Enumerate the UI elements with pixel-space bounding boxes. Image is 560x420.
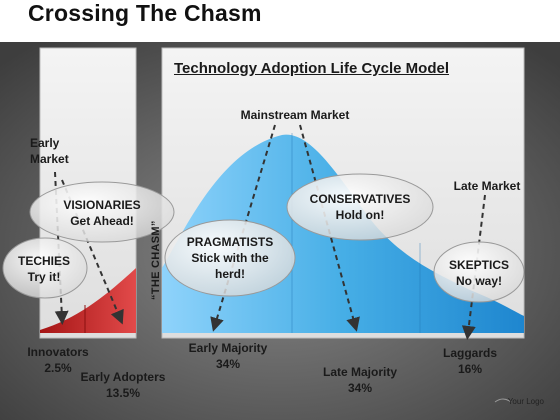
bubble-techies-shape [2,237,88,299]
bubble-skeptics-shape [433,241,525,303]
bubble-conservatives-shape [286,173,434,241]
segment-early-adopters: Early Adopters 13.5% [80,370,166,400]
chart-title: Technology Adoption Life Cycle Model [174,60,450,77]
bubble-conservatives: CONSERVATIVES Hold on! [309,192,411,222]
slide-title: Crossing The Chasm [28,0,262,26]
bubble-visionaries-shape [29,181,175,243]
title-band [0,0,560,42]
segment-innovators: Innovators 2.5% [27,345,89,375]
logo-mark [494,398,512,403]
bubble-visionaries: VISIONARIES Get Ahead! [63,198,141,228]
segment-late-majority: Late Majority 34% [322,365,398,395]
label-late-market: Late Market [453,179,521,193]
arrow-early-adopters [61,179,124,325]
bubble-pragmatists: PRAGMATISTS Stick with the herd! [186,235,274,281]
bubble-pragmatists-shape [164,219,296,297]
label-the-chasm: “THE CHASM” [150,220,162,300]
logo-text: Your Logo [507,397,544,406]
bubble-skeptics: SKEPTICS No way! [448,258,510,288]
segment-early-majority: Early Majority 34% [188,341,268,371]
segment-laggards: Laggards 16% [442,346,498,376]
label-mainstream-market: Mainstream Market [240,108,350,122]
label-early-market: Early Market [30,136,69,166]
bubble-techies: TECHIES Try it! [17,254,71,284]
